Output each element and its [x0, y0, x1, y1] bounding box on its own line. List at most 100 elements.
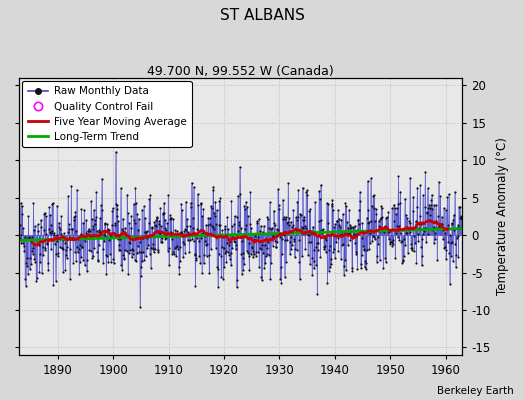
- Point: [297, 227, 305, 234]
- Point: [187, 204, 195, 210]
- Point: [140, 214, 149, 221]
- Point: [215, 198, 224, 204]
- Point: [36, 259, 44, 266]
- Point: [230, 237, 238, 244]
- Point: [282, 259, 290, 266]
- Point: [290, 236, 298, 242]
- Point: [166, 214, 174, 221]
- Point: [335, 222, 343, 228]
- Point: [282, 214, 290, 220]
- Point: [221, 223, 229, 229]
- Point: [369, 193, 377, 199]
- Point: [209, 186, 217, 193]
- Point: [88, 215, 96, 222]
- Point: [111, 222, 119, 228]
- Point: [385, 229, 394, 235]
- Point: [56, 244, 64, 250]
- Point: [163, 248, 172, 254]
- Point: [189, 215, 197, 221]
- Point: [416, 213, 424, 219]
- Point: [231, 213, 239, 219]
- Point: [210, 226, 218, 232]
- Point: [246, 188, 255, 195]
- Point: [228, 245, 236, 251]
- Point: [299, 225, 308, 231]
- Point: [167, 215, 175, 222]
- Point: [256, 223, 265, 229]
- Point: [142, 229, 150, 235]
- Point: [17, 232, 25, 238]
- Point: [456, 203, 464, 210]
- Point: [120, 254, 128, 261]
- Point: [91, 216, 99, 223]
- Point: [204, 214, 213, 221]
- Point: [418, 262, 426, 268]
- Point: [82, 256, 91, 263]
- Point: [281, 216, 290, 223]
- Point: [291, 227, 300, 233]
- Point: [310, 246, 319, 253]
- Point: [147, 224, 156, 230]
- Point: [78, 244, 86, 251]
- Point: [59, 269, 67, 275]
- Point: [104, 259, 113, 265]
- Point: [18, 203, 26, 210]
- Point: [440, 244, 449, 251]
- Point: [374, 241, 382, 247]
- Point: [96, 229, 105, 236]
- Point: [317, 182, 325, 188]
- Point: [170, 244, 179, 251]
- Point: [108, 208, 116, 214]
- Point: [178, 232, 187, 239]
- Point: [85, 225, 93, 232]
- Point: [146, 250, 154, 257]
- Point: [363, 246, 372, 253]
- Point: [162, 232, 171, 238]
- Point: [376, 216, 385, 223]
- Point: [231, 239, 239, 245]
- Point: [179, 239, 188, 245]
- Point: [396, 188, 405, 195]
- Point: [48, 201, 56, 208]
- Point: [173, 242, 182, 249]
- Point: [456, 215, 465, 222]
- Point: [139, 249, 147, 255]
- Point: [96, 215, 104, 221]
- Point: [137, 264, 146, 270]
- Point: [239, 254, 248, 261]
- Point: [195, 253, 203, 260]
- Point: [126, 247, 134, 254]
- Point: [42, 213, 51, 220]
- Point: [86, 228, 94, 234]
- Point: [344, 224, 352, 231]
- Point: [175, 271, 183, 277]
- Point: [177, 200, 185, 207]
- Point: [100, 238, 108, 244]
- Point: [41, 247, 49, 253]
- Point: [206, 221, 214, 227]
- Point: [313, 240, 321, 246]
- Point: [274, 227, 282, 234]
- Point: [216, 195, 225, 202]
- Point: [43, 240, 51, 247]
- Point: [24, 213, 32, 220]
- Point: [174, 264, 183, 270]
- Point: [450, 226, 458, 233]
- Point: [58, 244, 66, 251]
- Point: [211, 198, 220, 205]
- Point: [275, 202, 283, 208]
- Point: [146, 192, 155, 199]
- Point: [133, 211, 141, 217]
- Point: [202, 253, 211, 259]
- Point: [97, 232, 105, 238]
- Point: [154, 246, 162, 253]
- Point: [408, 247, 417, 253]
- Point: [235, 218, 243, 225]
- Point: [277, 264, 285, 270]
- Point: [190, 252, 199, 258]
- Point: [305, 208, 314, 214]
- Point: [344, 242, 352, 248]
- Point: [85, 233, 94, 239]
- Point: [396, 200, 404, 207]
- Point: [46, 222, 54, 228]
